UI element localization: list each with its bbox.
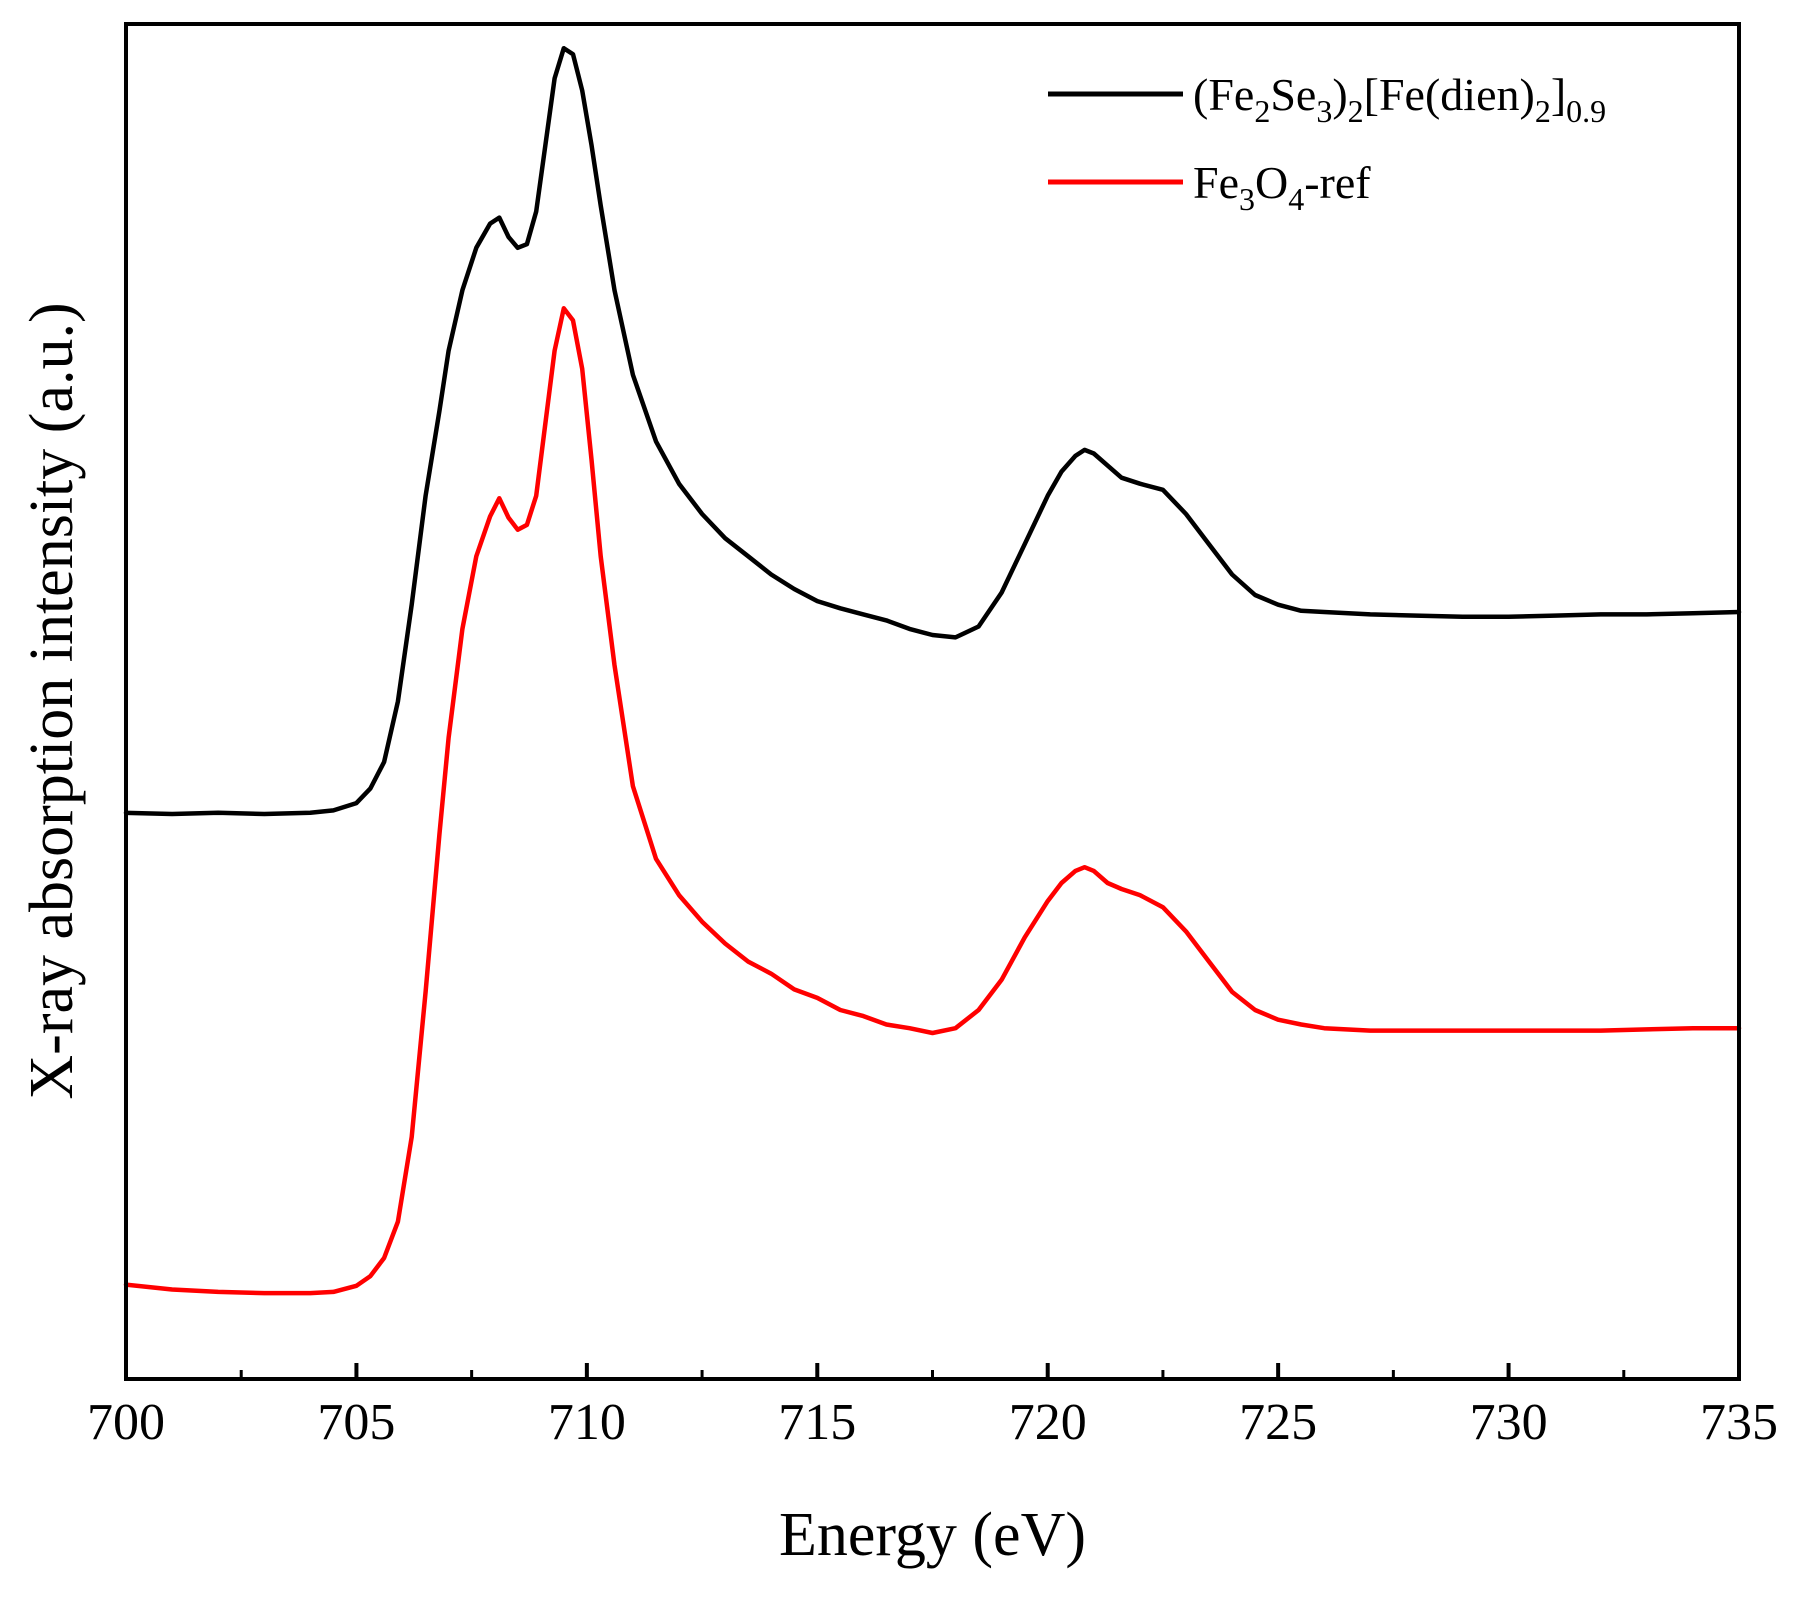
series-line-1 xyxy=(123,306,1742,1296)
x-tick-label: 700 xyxy=(87,1394,165,1451)
y-axis-title: X-ray absorption intensity (a.u.) xyxy=(18,302,86,1099)
x-tick-label: 735 xyxy=(1700,1394,1778,1451)
x-tick-label: 715 xyxy=(778,1394,856,1451)
legend-label-1: Fe3​O4​-ref xyxy=(1193,157,1371,217)
x-tick-label: 730 xyxy=(1470,1394,1548,1451)
x-tick-label: 710 xyxy=(548,1394,626,1451)
tick-layer: 700 705 710 715 720 725 730 735 xyxy=(87,1363,1778,1451)
x-axis-title: Energy (eV) xyxy=(779,1501,1086,1569)
legend-label-0: (Fe2​Se3​)2​[Fe(dien)2​]0.9​ xyxy=(1193,69,1606,129)
x-tick-label: 725 xyxy=(1239,1394,1317,1451)
legend: (Fe2​Se3​)2​[Fe(dien)2​]0.9​ Fe3​O4​-ref xyxy=(1048,69,1606,217)
x-tick-label: 720 xyxy=(1009,1394,1087,1451)
series-line-0 xyxy=(123,45,1742,817)
x-tick-label: 705 xyxy=(317,1394,395,1451)
series-layer xyxy=(123,45,1742,1296)
